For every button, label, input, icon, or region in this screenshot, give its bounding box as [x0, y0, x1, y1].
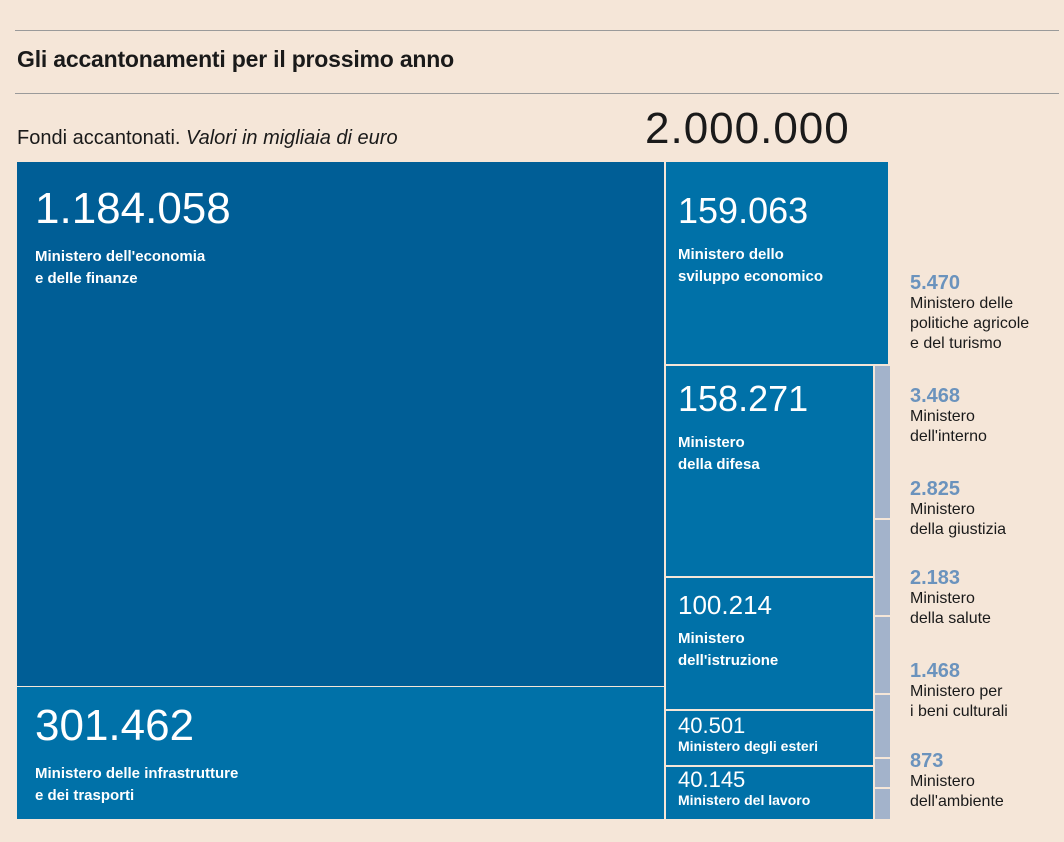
- side-name-salute: Ministero della salute: [910, 590, 991, 627]
- side-name-interno: Ministero dell'interno: [910, 408, 987, 445]
- tile-label-esteri: Ministero degli esteri: [678, 738, 819, 754]
- tile-infrastrutture: 301.462 Ministero delle infrastrutture e …: [17, 687, 664, 819]
- subtitle-main: Fondi accantonati.: [17, 127, 181, 149]
- side-name-ambiente: Ministero dell'ambiente: [910, 773, 1004, 810]
- side-value-beni-culturali: 1.468: [910, 660, 961, 682]
- side-label-ambiente: 873 Ministero dell'ambiente: [910, 750, 1060, 812]
- tile-istruzione: 100.214 Ministero dell'istruzione: [666, 578, 873, 709]
- tile-lavoro: 40.145 Ministero del lavoro: [666, 767, 873, 819]
- side-name-agricole: Ministero delle politiche agricole e del…: [910, 295, 1030, 352]
- side-label-beni-culturali: 1.468 Ministero per i beni culturali: [910, 660, 1060, 722]
- tile-difesa: 158.271 Ministero della difesa: [666, 366, 873, 576]
- top-rule: [15, 30, 1059, 31]
- tile-label-istruzione: Ministero dell'istruzione: [678, 630, 779, 669]
- side-value-ambiente: 873: [910, 750, 944, 772]
- tile-ambiente: [875, 789, 890, 819]
- total-value: 2.000.000: [645, 104, 850, 153]
- side-name-giustizia: Ministero della giustizia: [910, 501, 1007, 538]
- side-label-salute: 2.183 Ministero della salute: [910, 567, 1060, 629]
- tile-beni-culturali: [875, 759, 890, 787]
- side-value-agricole: 5.470: [910, 272, 961, 294]
- tile-economia: 1.184.058 Ministero dell'economia e delle…: [17, 162, 664, 686]
- side-name-beni-culturali: Ministero per i beni culturali: [910, 683, 1008, 720]
- chart-title: Gli accantonamenti per il prossimo anno: [17, 46, 454, 72]
- side-value-giustizia: 2.825: [910, 478, 961, 500]
- tile-label-sviluppo: Ministero dello sviluppo economico: [678, 246, 824, 285]
- tile-agricole: [875, 366, 890, 518]
- tile-esteri: 40.501 Ministero degli esteri: [666, 711, 873, 765]
- tile-value-economia: 1.184.058: [35, 184, 231, 233]
- side-label-giustizia: 2.825 Ministero della giustizia: [910, 478, 1060, 540]
- title-rule: [15, 93, 1059, 94]
- chart-subtitle: Fondi accantonati. Valori in migliaia di…: [17, 127, 398, 150]
- tile-value-lavoro: 40.145: [678, 767, 746, 792]
- tile-label-difesa: Ministero della difesa: [678, 434, 760, 473]
- tile-label-lavoro: Ministero del lavoro: [678, 792, 811, 808]
- side-value-interno: 3.468: [910, 385, 961, 407]
- tile-value-infrastrutture: 301.462: [35, 701, 195, 750]
- tile-value-istruzione: 100.214: [678, 590, 772, 620]
- tile-value-esteri: 40.501: [678, 713, 746, 738]
- tile-label-economia: Ministero dell'economia e delle finanze: [35, 248, 206, 287]
- tile-value-sviluppo: 159.063: [678, 190, 809, 231]
- tile-salute: [875, 695, 890, 757]
- tile-interno: [875, 520, 890, 615]
- tile-sviluppo: 159.063 Ministero dello sviluppo economic…: [666, 162, 888, 364]
- side-label-agricole: 5.470 Ministero delle politiche agricole …: [910, 272, 1060, 354]
- tile-value-difesa: 158.271: [678, 378, 809, 419]
- subtitle-unit: Valori in migliaia di euro: [186, 127, 398, 149]
- side-value-salute: 2.183: [910, 567, 961, 589]
- tile-label-infrastrutture: Ministero delle infrastrutture e dei tra…: [35, 765, 239, 804]
- side-label-interno: 3.468 Ministero dell'interno: [910, 385, 1060, 447]
- tile-giustizia: [875, 617, 890, 693]
